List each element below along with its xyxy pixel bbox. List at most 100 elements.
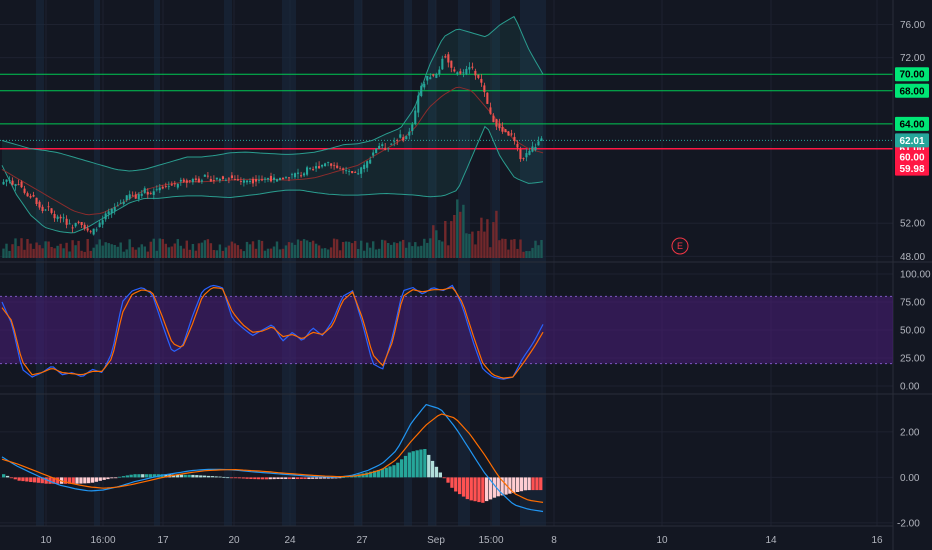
candle-body [333,165,336,167]
volume-bar [531,247,534,258]
macd-histogram-bar [9,477,13,479]
macd-histogram-bar [5,475,10,478]
volume-bar [465,233,468,258]
time-axis-tick: 16 [871,535,883,546]
volume-bar [158,238,161,258]
macd-histogram-bar [117,476,122,478]
candle-body [191,179,194,183]
macd-histogram-bar [373,470,377,478]
macd-histogram-bar [233,477,238,479]
volume-bar [20,238,23,258]
volume-bar [435,230,438,258]
candle-body [245,180,248,183]
macd-histogram-bar [79,477,83,484]
stochastic-pane[interactable] [0,284,893,380]
candle-body [68,223,71,225]
candle-body [525,153,528,158]
candle-body [71,227,74,229]
price-level-tag[interactable]: 68.00 [895,83,929,98]
volume-bar [513,239,516,258]
volume-bar [326,249,330,258]
price-level-tag[interactable]: 70.00 [895,67,929,82]
volume-bar [393,242,396,258]
macd-histogram-bar [222,476,226,478]
session-band [282,0,296,526]
macd-histogram-bar [369,471,373,478]
candle-body [242,180,245,183]
candle-body [11,180,14,185]
candle-body [351,171,354,173]
volume-bar [354,241,357,258]
candle-body [408,131,411,136]
candle-body [498,123,501,129]
macd-histogram-bar [114,477,118,479]
price-level-tag[interactable]: 64.00 [895,116,929,131]
volume-bar [341,242,345,258]
volume-bar [423,238,426,258]
macd-histogram-bar [98,477,102,481]
macd-histogram-bar [492,477,497,498]
macd-histogram-bar [527,477,531,491]
candle-body [173,183,176,185]
macd-histogram-bar [423,449,427,478]
candle-body [113,207,116,211]
candle-body [65,218,68,225]
macd-histogram-bar [63,477,68,484]
macd-histogram-bar [187,474,191,478]
candle-body [95,229,98,231]
volume-bar [486,219,489,258]
candle-body [188,180,191,182]
volume-bar [230,241,234,258]
candle-body [269,175,272,182]
macd-histogram-bar [322,477,326,479]
volume-bar [83,251,86,258]
candle-body [354,172,357,173]
volume-bar [38,245,41,258]
candle-body [462,72,465,74]
candle-body [510,133,513,135]
bollinger-bands [1,15,544,234]
macd-pane[interactable] [1,403,544,513]
volume-bar [369,247,372,258]
macd-histogram-bar [133,474,137,478]
price-level-tag[interactable]: 60.00 [895,150,929,164]
earnings-event-marker[interactable]: E [671,237,689,255]
macd-histogram-bar [52,477,56,484]
volume-bar [314,243,318,258]
volume-bar [350,243,354,258]
volume-bar [17,246,20,258]
volume-bar [140,244,143,258]
candle-body [465,68,468,75]
time-axis[interactable]: 10 16:00 17 20 24 27 Sep 15:00 8 10 14 16 [40,535,883,546]
candle-body [134,194,137,199]
volume-bar [438,240,441,258]
macd-histogram-bar [415,450,419,478]
macd-histogram-bar [29,477,33,482]
macd-histogram-bar [276,477,280,479]
price-pane[interactable] [0,15,893,258]
macd-histogram-bar [210,476,214,478]
horizontal-levels[interactable] [0,73,893,150]
candle-body [513,136,516,141]
candle-body [53,214,56,219]
time-axis-tick: 17 [157,535,169,546]
macd-histogram-bar [307,477,311,479]
candle-body [432,74,435,76]
bollinger-fill [2,16,543,233]
last-price-tag[interactable]: 62.01 [895,133,929,148]
candle-body [263,178,266,180]
candle-body [149,193,152,194]
price-level-tag[interactable]: 59.98 [895,161,929,176]
candle-body [273,177,276,180]
macd-histogram-bar [179,474,184,478]
volume-bar [360,240,363,258]
volume-bar [338,250,342,258]
candle-body [348,171,351,172]
time-axis-tick: 20 [228,535,240,546]
volume-bar [239,249,243,258]
candle-body [297,172,300,174]
macd-histogram-bar [288,477,292,479]
volume-bar [441,241,444,258]
